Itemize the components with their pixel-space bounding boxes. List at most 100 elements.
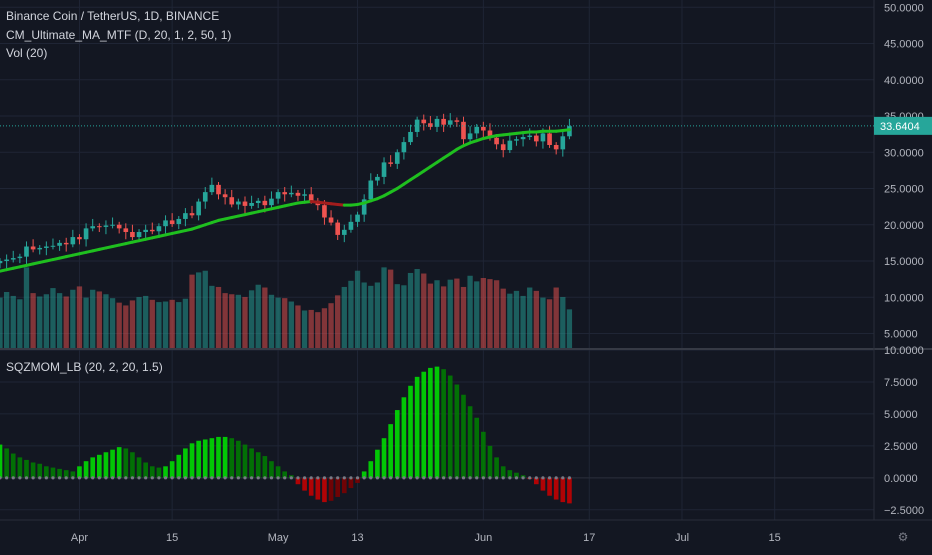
time-axis-label: Jul [675, 532, 689, 544]
squeeze-bar [57, 468, 62, 478]
volume-bar [248, 290, 255, 348]
squeeze-bar [487, 445, 493, 478]
volume-bar [394, 284, 400, 348]
candle-body [17, 256, 23, 259]
volume-bar [162, 301, 169, 348]
squeeze-bar [381, 438, 387, 478]
squeeze-bar [196, 440, 201, 478]
volume-bar [136, 297, 142, 348]
volume-indicator-label[interactable]: Vol (20) [6, 46, 48, 60]
candle-body [441, 118, 446, 125]
squeeze-dot [395, 476, 399, 480]
candle-body [10, 258, 16, 260]
squeeze-dot [322, 476, 327, 480]
squeeze-bar [163, 466, 168, 478]
squeeze-dot [448, 476, 452, 480]
volume-bar [520, 295, 526, 348]
squeeze-bar [10, 453, 16, 478]
squeeze-dot [488, 476, 492, 480]
squeeze-dot [223, 476, 227, 480]
price-axis-label: 10.0000 [884, 292, 924, 304]
candle-body [335, 222, 340, 235]
squeeze-dot [31, 476, 35, 480]
squeeze-bar [328, 477, 334, 501]
squeeze-dot [24, 476, 29, 480]
volume-bar [348, 280, 354, 348]
squeeze-dot [183, 476, 187, 480]
candle-body [163, 220, 168, 227]
squeeze-dot [84, 476, 88, 480]
candle-body [136, 232, 142, 238]
candle-body [507, 140, 513, 151]
squeeze-dot [276, 476, 280, 480]
last-price-value: 33.6404 [880, 121, 920, 133]
candle-body [262, 200, 268, 206]
volume-bar [282, 298, 288, 348]
squeeze-bar [408, 385, 413, 478]
volume-bar [566, 309, 573, 348]
volume-bar [321, 308, 328, 348]
squeeze-dot [501, 476, 505, 480]
squeeze-bar [24, 459, 29, 478]
squeeze-bar [83, 461, 89, 478]
squeeze-bar [474, 417, 480, 478]
volume-bar [480, 278, 486, 348]
candle-body [37, 247, 43, 250]
ma-indicator-label[interactable]: CM_Ultimate_MA_MTF (D, 20, 1, 2, 50, 1) [6, 28, 232, 42]
candle-body [308, 194, 314, 201]
squeeze-dot [210, 476, 214, 480]
volume-bar [421, 273, 427, 348]
squeeze-bar [560, 477, 566, 503]
volume-bar [440, 286, 447, 348]
squeeze-bar [123, 448, 129, 478]
volume-bar [295, 305, 301, 348]
squeeze-bar [428, 367, 433, 478]
price-axis-label: 30.0000 [884, 147, 924, 159]
volume-bar [546, 299, 553, 348]
squeeze-bar [216, 436, 221, 478]
squeeze-bar [375, 449, 380, 478]
time-axis-label: Apr [71, 532, 88, 544]
squeeze-bar [547, 477, 552, 496]
squeeze-dot [0, 476, 2, 480]
volume-bar [487, 279, 493, 348]
gear-icon[interactable]: ⚙ [898, 530, 909, 544]
volume-bar [50, 288, 56, 348]
time-axis-label: 15 [769, 532, 781, 544]
squeeze-bar [441, 369, 446, 478]
candle-body [481, 126, 486, 131]
candle-body [540, 133, 546, 142]
squeeze-bar [169, 461, 175, 478]
squeeze-dot [236, 476, 240, 480]
squeeze-indicator-label[interactable]: SQZMOM_LB (20, 2, 20, 1.5) [6, 360, 163, 374]
candle-body [183, 213, 188, 219]
squeeze-dot [150, 476, 154, 480]
volume-bar [149, 299, 155, 348]
squeeze-dot [309, 476, 313, 480]
squeeze-bar [567, 477, 572, 504]
candle-body [361, 199, 367, 215]
squeeze-dot [521, 476, 525, 480]
squeeze-bar [44, 466, 49, 478]
candle-body [474, 126, 480, 134]
candle-body [487, 130, 493, 138]
volume-bar [308, 309, 314, 348]
price-axis-label: 50.0000 [884, 2, 924, 14]
squeeze-axis-label: −2.5000 [884, 505, 924, 517]
candle-body [447, 120, 453, 125]
squeeze-dot [11, 476, 15, 480]
squeeze-bar [130, 452, 135, 478]
volume-bar [401, 285, 407, 348]
time-axis-label: 13 [351, 532, 363, 544]
candle-body [229, 197, 235, 205]
candle-body [328, 217, 334, 223]
volume-bar [242, 297, 248, 348]
volume-bar [527, 287, 533, 348]
squeeze-dot [382, 476, 386, 480]
squeeze-dot [144, 476, 148, 480]
volume-bar [10, 295, 16, 348]
volume-bar [414, 269, 420, 348]
squeeze-bar [553, 477, 559, 500]
